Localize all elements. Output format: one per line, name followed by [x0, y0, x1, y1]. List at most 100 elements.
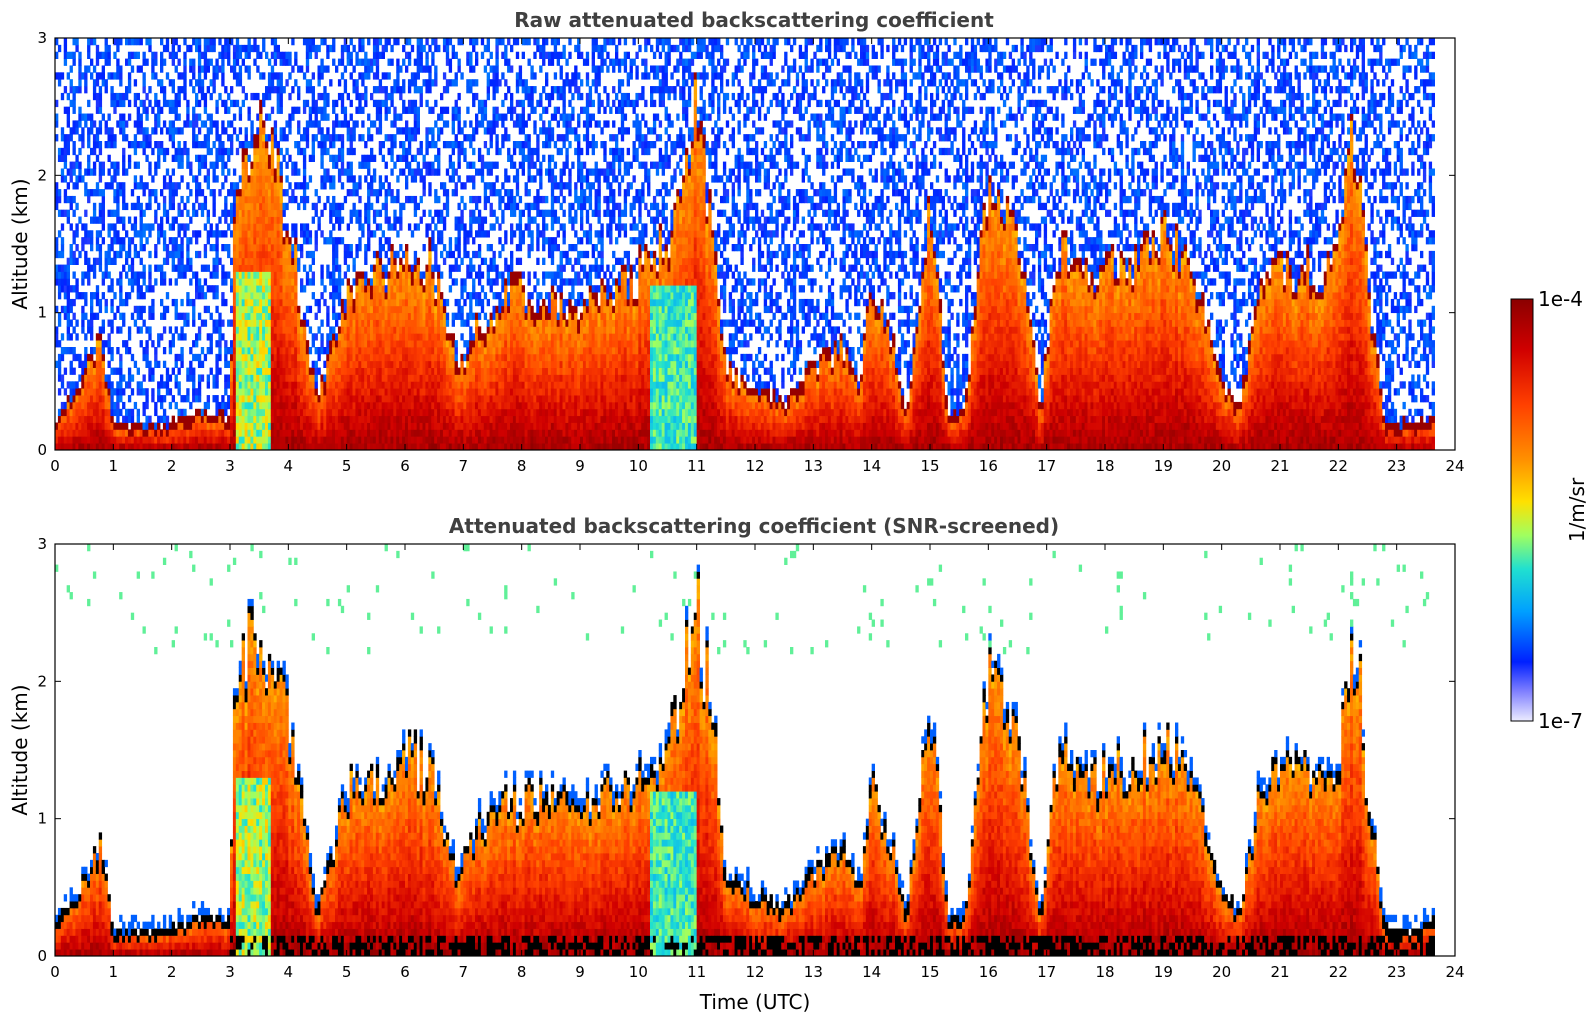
heatmap-cell: [350, 306, 353, 313]
heatmap-cell: [283, 402, 286, 409]
heatmap-cell: [248, 278, 251, 285]
heatmap-cell: [245, 134, 248, 141]
heatmap-cell: [341, 100, 344, 107]
heatmap-cell: [274, 223, 277, 230]
heatmap-cell: [259, 361, 262, 368]
heatmap-cell: [105, 416, 108, 423]
heatmap-cell: [443, 182, 446, 189]
heatmap-cell: [140, 65, 143, 72]
heatmap-cell: [408, 381, 411, 388]
heatmap-cell: [265, 141, 268, 148]
heatmap-cell: [382, 326, 385, 333]
heatmap-cell: [128, 416, 131, 423]
heatmap-cell: [178, 59, 181, 66]
heatmap-cell: [230, 230, 233, 237]
heatmap-cell: [364, 395, 367, 402]
heatmap-cell: [140, 100, 143, 107]
heatmap-cell: [396, 271, 399, 278]
heatmap-cell: [268, 381, 271, 388]
heatmap-cell: [151, 443, 154, 450]
heatmap-cell: [192, 299, 195, 306]
heatmap-cell: [297, 265, 300, 272]
heatmap-cell: [297, 374, 300, 381]
heatmap-cell: [90, 244, 93, 251]
heatmap-cell: [329, 340, 332, 347]
heatmap-cell: [160, 381, 163, 388]
heatmap-cell: [239, 72, 242, 79]
heatmap-cell: [224, 127, 227, 134]
heatmap-cell: [385, 388, 388, 395]
heatmap-cell: [105, 271, 108, 278]
heatmap-cell: [402, 313, 405, 320]
heatmap-cell: [288, 368, 291, 375]
heatmap-cell: [253, 361, 256, 368]
heatmap-cell: [417, 292, 420, 299]
heatmap-cell: [236, 429, 239, 436]
heatmap-cell: [224, 381, 227, 388]
heatmap-cell: [376, 72, 379, 79]
heatmap-cell: [303, 230, 306, 237]
heatmap-cell: [431, 79, 434, 86]
heatmap-cell: [253, 326, 256, 333]
heatmap-cell: [274, 168, 277, 175]
heatmap-cell: [399, 271, 402, 278]
heatmap-cell: [198, 381, 201, 388]
heatmap-cell: [393, 134, 396, 141]
heatmap-cell: [417, 326, 420, 333]
heatmap-cell: [297, 306, 300, 313]
heatmap-cell: [108, 182, 111, 189]
heatmap-cell: [402, 141, 405, 148]
heatmap-cell: [332, 347, 335, 354]
heatmap-cell: [408, 395, 411, 402]
heatmap-cell: [367, 333, 370, 340]
heatmap-cell: [396, 217, 399, 224]
heatmap-cell: [370, 381, 373, 388]
heatmap-cell: [166, 429, 169, 436]
heatmap-cell: [215, 100, 218, 107]
heatmap-cell: [87, 374, 90, 381]
heatmap-cell: [256, 299, 259, 306]
heatmap-cell: [259, 299, 262, 306]
heatmap-cell: [291, 251, 294, 258]
heatmap-cell: [411, 299, 414, 306]
heatmap-cell: [355, 299, 358, 306]
heatmap-cell: [73, 86, 76, 93]
heatmap-cell: [259, 388, 262, 395]
heatmap-cell: [248, 182, 251, 189]
heatmap-cell: [259, 409, 262, 416]
heatmap-cell: [262, 141, 265, 148]
heatmap-cell: [411, 388, 414, 395]
heatmap-cell: [408, 361, 411, 368]
heatmap-cell: [399, 416, 402, 423]
heatmap-cell: [297, 326, 300, 333]
heatmap-cell: [102, 114, 105, 121]
heatmap-cell: [420, 368, 423, 375]
heatmap-cell: [175, 189, 178, 196]
heatmap-cell: [271, 347, 274, 354]
heatmap-cell: [318, 423, 321, 430]
heatmap-cell: [67, 114, 70, 121]
heatmap-cell: [350, 416, 353, 423]
heatmap-cell: [347, 168, 350, 175]
heatmap-cell: [58, 79, 61, 86]
heatmap-cell: [434, 333, 437, 340]
heatmap-cell: [178, 333, 181, 340]
heatmap-cell: [402, 45, 405, 52]
heatmap-cell: [108, 72, 111, 79]
heatmap-cell: [405, 148, 408, 155]
heatmap-cell: [420, 299, 423, 306]
heatmap-cell: [446, 368, 449, 375]
heatmap-cell: [358, 354, 361, 361]
heatmap-cell: [364, 320, 367, 327]
heatmap-cell: [370, 429, 373, 436]
heatmap-cell: [180, 265, 183, 272]
heatmap-cell: [134, 244, 137, 251]
heatmap-cell: [268, 388, 271, 395]
heatmap-cell: [119, 251, 122, 258]
heatmap-cell: [437, 134, 440, 141]
heatmap-cell: [145, 326, 148, 333]
heatmap-cell: [373, 381, 376, 388]
heatmap-cell: [347, 320, 350, 327]
heatmap-cell: [198, 79, 201, 86]
heatmap-cell: [437, 210, 440, 217]
